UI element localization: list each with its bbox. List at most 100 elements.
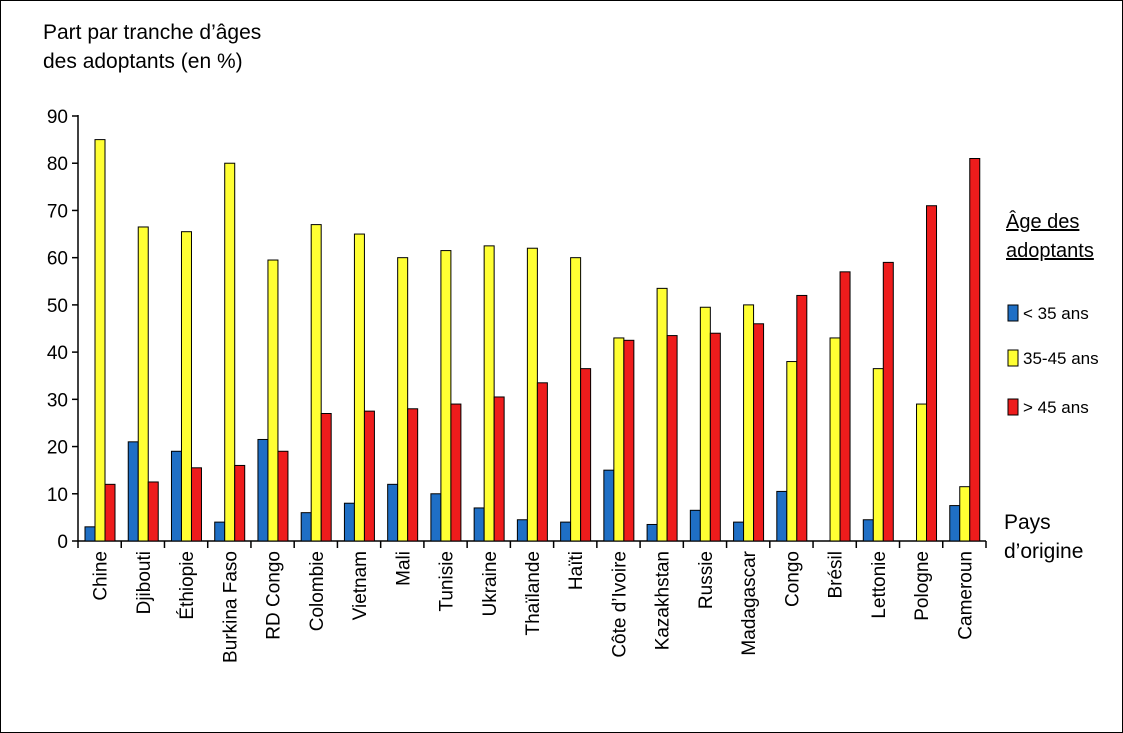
bar-gt45	[407, 408, 419, 542]
bar-lt35	[776, 490, 788, 542]
bar-gt45	[709, 332, 721, 542]
bar-gt45	[450, 403, 462, 542]
legend: < 35 ans 35-45 ans > 45 ans	[1007, 304, 1099, 417]
bar-lt35	[300, 512, 312, 542]
bar-lt35	[646, 523, 658, 542]
category-label: Thaïlande	[523, 551, 544, 636]
legend-swatch	[1007, 349, 1019, 367]
y-tick-label: 0	[57, 532, 68, 553]
bar-35-45	[137, 226, 149, 542]
bar-35-45	[829, 337, 841, 542]
y-tick-label: 80	[47, 154, 68, 175]
category-label: Russie	[696, 551, 717, 609]
bar-lt35	[387, 483, 399, 542]
bar-gt45	[104, 483, 116, 542]
legend-label: > 45 ans	[1023, 398, 1089, 417]
legend-title-line-1: Âge des	[1006, 210, 1079, 233]
y-tick-label: 70	[47, 201, 68, 222]
bar-gt45	[363, 410, 375, 542]
y-axis-label-line-1: Part par tranche d’âges	[43, 21, 261, 44]
y-tick-label: 20	[47, 438, 68, 459]
bar-35-45	[397, 257, 409, 542]
bar-35-45	[916, 403, 928, 542]
bar-lt35	[516, 519, 528, 542]
category-label: Éthiopie	[177, 551, 198, 620]
category-label: Mali	[393, 551, 414, 586]
bar-lt35	[170, 450, 182, 542]
y-tick-label: 50	[47, 296, 68, 317]
bar-35-45	[267, 259, 279, 542]
bar-lt35	[689, 509, 701, 542]
bar-gt45	[839, 271, 851, 542]
category-label: Ukraine	[480, 551, 501, 616]
bar-35-45	[613, 337, 625, 542]
bar-lt35	[343, 502, 355, 542]
y-tick-label: 10	[47, 485, 68, 506]
category-label: Kazakhstan	[653, 551, 674, 650]
bar-35-45	[224, 162, 236, 542]
x-axis-label-line-1: Pays	[1004, 511, 1051, 534]
legend-swatch	[1007, 398, 1019, 416]
x-axis-label-line-2: d’origine	[1004, 540, 1083, 563]
category-labels: Chine Djibouti Éthiopie Burkina Faso RD Cong…	[91, 550, 977, 663]
bar-lt35	[84, 526, 96, 542]
bars	[84, 139, 981, 542]
bar-35-45	[180, 231, 192, 542]
bar-gt45	[926, 205, 938, 542]
bar-gt45	[580, 368, 592, 542]
bar-lt35	[949, 505, 961, 542]
bar-gt45	[969, 158, 981, 542]
y-tick-label: 40	[47, 343, 68, 364]
bar-gt45	[796, 294, 808, 542]
y-tick-label: 90	[47, 107, 68, 128]
bar-gt45	[147, 481, 159, 542]
category-label: Tunisie	[437, 551, 458, 612]
category-label: Chine	[91, 551, 112, 601]
legend-label: 35-45 ans	[1023, 349, 1099, 368]
bar-35-45	[699, 306, 711, 542]
legend-label: < 35 ans	[1023, 304, 1089, 323]
bar-lt35	[603, 469, 615, 542]
category-label: RD Congo	[264, 551, 285, 640]
bar-35-45	[440, 250, 452, 542]
bar-gt45	[320, 413, 332, 542]
legend-title-line-2: adoptants	[1006, 240, 1094, 262]
bar-35-45	[786, 361, 798, 542]
category-label: Cameroun	[955, 551, 976, 640]
bar-35-45	[570, 257, 582, 542]
category-label: Burkina Faso	[220, 551, 241, 663]
bar-lt35	[862, 519, 874, 542]
bar-lt35	[430, 493, 442, 542]
category-label: Brésil	[826, 551, 847, 599]
bar-35-45	[526, 247, 538, 542]
bar-gt45	[493, 396, 505, 542]
category-label: Pologne	[912, 551, 933, 621]
bar-gt45	[666, 335, 678, 542]
category-label: Lettonie	[869, 551, 890, 619]
bar-35-45	[94, 139, 106, 542]
bar-lt35	[473, 507, 485, 542]
bar-gt45	[623, 339, 635, 542]
category-label: Djibouti	[134, 551, 155, 614]
bar-gt45	[536, 382, 548, 542]
category-label: Vietnam	[350, 551, 371, 620]
bar-gt45	[234, 464, 246, 542]
bar-gt45	[753, 323, 765, 542]
y-tick-label: 60	[47, 249, 68, 270]
category-label: Côte d’Ivoire	[609, 551, 630, 658]
bar-lt35	[214, 521, 226, 542]
bar-35-45	[310, 224, 322, 542]
bar-35-45	[959, 486, 971, 542]
category-label: Haïti	[566, 551, 587, 590]
bar-gt45	[190, 467, 202, 542]
bar-35-45	[353, 233, 365, 542]
bar-35-45	[743, 304, 755, 542]
y-tick-label: 30	[47, 390, 68, 411]
category-label: Congo	[782, 551, 803, 607]
y-axis-label-line-2: des adoptants (en %)	[43, 50, 243, 73]
bar-35-45	[483, 245, 495, 542]
legend-swatch	[1007, 304, 1019, 322]
bar-lt35	[733, 521, 745, 542]
category-label: Colombie	[307, 551, 328, 631]
